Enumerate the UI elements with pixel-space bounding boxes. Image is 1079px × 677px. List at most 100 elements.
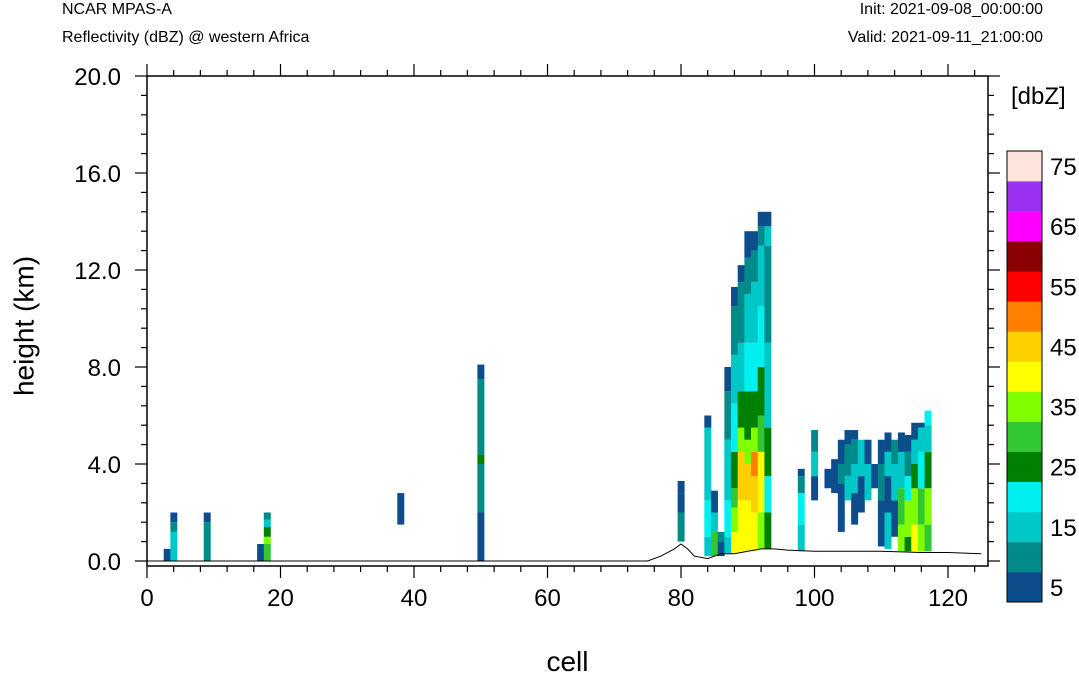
reflectivity-cell <box>751 342 759 392</box>
reflectivity-cell <box>857 439 865 477</box>
reflectivity-cell <box>757 451 765 513</box>
reflectivity-cell <box>744 342 752 392</box>
colorbar-tick-label: 25 <box>1050 455 1077 482</box>
reflectivity-cell <box>257 544 265 561</box>
colorbar-tick-label: 15 <box>1050 515 1077 542</box>
reflectivity-cell <box>263 544 271 561</box>
reflectivity-cell <box>904 500 912 537</box>
reflectivity-cell <box>844 444 852 477</box>
reflectivity-cell <box>911 488 919 525</box>
reflectivity-cell <box>751 250 759 283</box>
reflectivity-cell <box>677 493 685 513</box>
reflectivity-cell <box>924 524 932 552</box>
reflectivity-cell <box>897 524 905 552</box>
colorbar-swatch <box>1007 481 1042 513</box>
reflectivity-cell <box>831 459 839 494</box>
y-tick-label: 8.0 <box>88 355 121 382</box>
reflectivity-cell <box>911 439 919 464</box>
colorbar-frame <box>1006 150 1043 603</box>
reflectivity-cell <box>704 415 712 428</box>
reflectivity-cell <box>764 211 772 227</box>
reflectivity-cell <box>717 541 725 557</box>
reflectivity-cell <box>851 439 859 464</box>
reflectivity-cell <box>757 415 765 452</box>
reflectivity-cell <box>904 476 912 501</box>
reflectivity-cell <box>757 306 765 368</box>
reflectivity-cell <box>744 257 752 295</box>
reflectivity-cell <box>917 488 925 525</box>
reflectivity-cell <box>911 422 919 440</box>
reflectivity-cell <box>677 480 685 494</box>
reflectivity-cell <box>737 282 745 343</box>
y-tick-label: 4.0 <box>88 452 121 479</box>
reflectivity-cell <box>737 342 745 392</box>
axis-ticks <box>135 64 1000 578</box>
x-tick-label: 120 <box>928 585 968 612</box>
x-tick-label: 0 <box>140 585 153 612</box>
reflectivity-cell <box>911 464 919 489</box>
reflectivity-cell <box>744 439 752 464</box>
colorbar-tick-label: 55 <box>1050 274 1077 301</box>
reflectivity-cell <box>744 391 752 440</box>
reflectivity-cell <box>724 391 732 440</box>
reflectivity-cell <box>263 519 271 528</box>
reflectivity-cell <box>877 500 885 547</box>
reflectivity-cell <box>757 211 765 227</box>
reflectivity-cell <box>904 536 912 552</box>
x-axis-title: cell <box>546 646 588 677</box>
reflectivity-cell <box>837 439 845 464</box>
terrain-line <box>147 543 982 562</box>
reflectivity-cell <box>751 231 759 251</box>
colorbar-swatch <box>1007 451 1042 483</box>
reflectivity-cell <box>737 500 745 552</box>
reflectivity-cell <box>751 282 759 343</box>
colorbar-swatch <box>1007 211 1042 242</box>
reflectivity-cell <box>897 488 905 525</box>
reflectivity-cell <box>477 364 485 380</box>
reflectivity-cell <box>917 524 925 552</box>
reflectivity-cell <box>163 548 171 562</box>
reflectivity-cell <box>744 294 752 343</box>
reflectivity-cell <box>677 512 685 542</box>
reflectivity-cell <box>170 531 178 561</box>
model-title: NCAR MPAS-A <box>62 1 172 18</box>
reflectivity-cell <box>737 265 745 283</box>
reflectivity-cell <box>751 451 759 477</box>
reflectivity-cell <box>884 476 892 513</box>
reflectivity-cell <box>911 524 919 552</box>
init-time: Init: 2021-09-08_00:00:00 <box>859 1 1043 18</box>
reflectivity-cell <box>851 430 859 440</box>
reflectivity-cell <box>924 425 932 452</box>
reflectivity-cell <box>263 512 271 520</box>
colorbar-tick-label: 35 <box>1050 395 1077 422</box>
reflectivity-cell <box>864 464 872 501</box>
reflectivity-cell <box>724 536 732 554</box>
colorbar-swatch <box>1007 421 1042 452</box>
reflectivity-cell <box>737 427 745 452</box>
reflectivity-cell <box>884 451 892 477</box>
colorbar-swatch <box>1007 151 1042 182</box>
reflectivity-cell <box>737 451 745 501</box>
reflectivity-cell <box>757 367 765 416</box>
reflectivity-cell <box>751 476 759 513</box>
reflectivity-cell <box>731 507 738 532</box>
reflectivity-cell <box>764 245 772 343</box>
x-tick-label: 60 <box>534 585 561 612</box>
reflectivity-cell <box>844 430 852 445</box>
y-tick-label: 12.0 <box>74 258 121 285</box>
reflectivity-cell <box>811 476 819 501</box>
reflectivity-cell <box>764 476 772 513</box>
plot-frame <box>146 75 989 567</box>
colorbar-swatch <box>1007 331 1042 362</box>
reflectivity-cell <box>824 468 832 489</box>
reflectivity-cell <box>757 226 765 246</box>
reflectivity-cell <box>811 430 819 452</box>
reflectivity-cell <box>797 493 805 525</box>
colorbar-swatch <box>1007 181 1042 212</box>
y-axis-title: height (km) <box>8 256 39 396</box>
reflectivity-cell <box>877 439 885 464</box>
y-tick-label: 20.0 <box>74 64 121 91</box>
colorbar-swatch <box>1007 301 1042 332</box>
colorbar-tick-label: 75 <box>1050 154 1077 181</box>
colorbar-swatch <box>1007 511 1042 543</box>
